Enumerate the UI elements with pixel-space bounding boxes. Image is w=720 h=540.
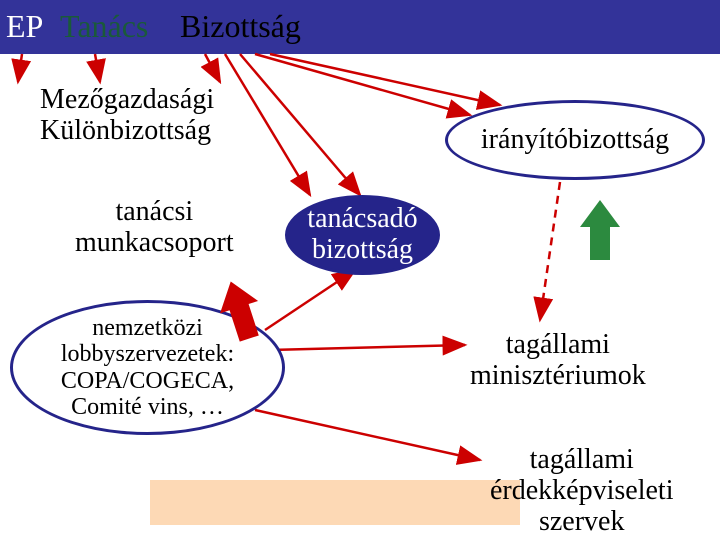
ellipse-nemzetkozi-label: nemzetközilobbyszervezetek:COPA/COGECA,C… — [61, 315, 234, 421]
text-tagallami-erdek: tagállamiérdekképviseletiszervek — [490, 445, 673, 537]
peach-box — [150, 480, 520, 525]
header-bizottsag: Bizottság — [180, 8, 301, 45]
text-mezogazdasagi: MezőgazdaságiKülönbizottság — [40, 85, 214, 147]
header-ep: EP — [6, 8, 43, 45]
header-tanacs: Tanács — [60, 8, 148, 45]
ellipse-iranyito-label: irányítóbizottság — [481, 125, 669, 156]
ellipse-iranyitobizottsag: irányítóbizottság — [445, 100, 705, 180]
ellipse-tanacsado: tanácsadóbizottság — [285, 195, 440, 275]
text-tanacsi-munkacsoport: tanácsimunkacsoport — [75, 197, 234, 259]
text-tagallami-miniszteriumok: tagállamiminisztériumok — [470, 330, 646, 392]
ellipse-tanacsado-label: tanácsadóbizottság — [307, 204, 417, 266]
ellipse-nemzetkozi: nemzetközilobbyszervezetek:COPA/COGECA,C… — [10, 300, 285, 435]
